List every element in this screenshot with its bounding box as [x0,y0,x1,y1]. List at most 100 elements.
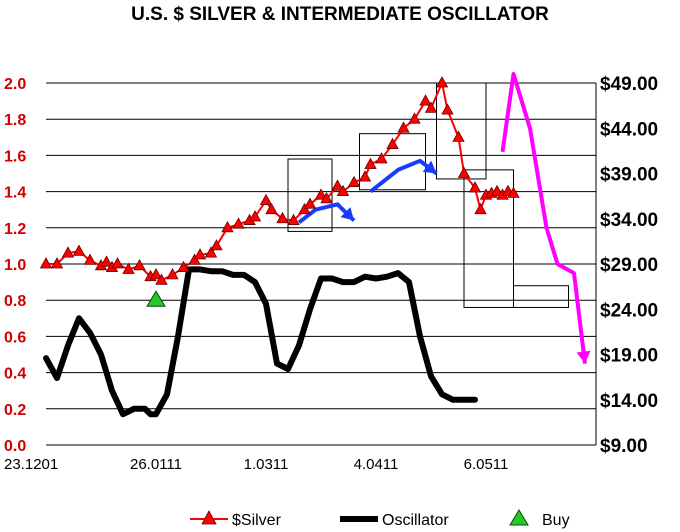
annotation-box [513,285,569,308]
chart-title: U.S. $ SILVER & INTERMEDIATE OSCILLATOR [131,4,549,25]
silver-point [386,137,399,149]
silver-point [232,217,245,229]
right-tick-label: $29.00 [600,255,658,276]
legend-label: Oscillator [382,512,449,529]
silver-point [221,220,234,233]
legend-item-silver: $Silver [190,510,282,529]
silver-point [248,210,262,222]
legend-marker [201,510,217,525]
buy-point [146,290,166,307]
right-tick-label: $24.00 [600,300,658,321]
right-axis-ticks: $9.00 $14.00 $19.00 $24.00 $29.00 $34.00 $39.0… [600,74,658,457]
annotation-box [359,133,426,191]
silver-point [358,170,372,182]
left-tick-label: 0.6 [4,329,26,346]
silver-point [507,186,520,198]
silver-point [177,260,190,273]
x-tick-label: 1.0311 [244,456,289,473]
left-tick-label: 0.2 [4,402,26,419]
oscillator-line [43,266,478,418]
silver-point [188,253,201,265]
right-tick-label: $34.00 [600,210,658,231]
silver-point [61,246,75,258]
x-tick-label: 6.0511 [464,456,509,473]
right-tick-label: $19.00 [600,346,658,367]
right-tick-label: $39.00 [600,165,658,186]
silver-point [122,262,135,274]
left-tick-label: 1.8 [4,112,26,129]
silver-point [408,112,421,124]
blue-trend-line-arrowhead [340,207,354,221]
blue-trend-line [369,158,438,194]
trend-lines [297,72,591,364]
blue-trend-line-arrowhead [422,160,437,174]
silver-point [347,175,361,187]
magenta-trend-line [500,72,587,364]
silver-point [419,94,432,106]
silver-point [364,157,377,169]
silver-point [468,181,482,193]
silver-point [276,211,289,224]
silver-point [424,101,438,113]
left-axis-ticks: 0.0 0.2 0.4 0.6 0.8 1.0 1.2 1.4 1.6 1.8 2.0 [4,76,26,455]
x-axis-ticks: 23.1201 26.0111 1.0311 4.0411 6.0511 [4,456,508,473]
annotation-box [463,169,514,308]
silver-point [39,257,53,269]
left-tick-label: 0.0 [4,438,26,455]
annotation-box [436,82,487,180]
silver-point [149,268,163,280]
silver-point [298,202,311,215]
silver-point [490,184,504,197]
x-tick-label: 23.1201 [4,456,58,473]
silver-point [100,255,113,267]
silver-point [375,152,388,164]
legend-marker [509,509,529,526]
silver-point [210,239,223,251]
left-tick-label: 2.0 [4,76,26,93]
silver-point [314,188,328,200]
silver-point [287,213,300,225]
silver-point [166,268,179,280]
left-tick-label: 0.8 [4,293,26,310]
silver-point [397,121,410,133]
right-tick-label: $49.00 [600,74,658,95]
left-tick-label: 1.4 [4,185,26,202]
silver-point [331,179,344,191]
legend-item-oscillator: Oscillator [340,512,449,529]
annotation-boxes [287,82,569,308]
right-tick-label: $44.00 [600,119,658,140]
silver-point [336,184,350,197]
legend-item-buy: Buy [509,509,570,529]
x-tick-label: 26.0111 [130,456,182,473]
silver-point [441,103,454,115]
silver-point [303,197,317,209]
left-tick-label: 1.0 [4,257,26,274]
left-tick-label: 0.4 [4,366,26,383]
silver-point [452,130,465,142]
left-tick-label: 1.2 [4,221,26,238]
silver-point [204,246,218,258]
silver-point [72,244,86,256]
silver-point [193,248,207,260]
silver-point [457,166,471,178]
silver-point [133,258,146,271]
silver-point [474,202,487,215]
series-layer [39,76,520,418]
legend-label: Buy [542,512,570,529]
legend: $Silver Oscillator Buy [190,509,570,529]
silver-point [259,193,273,206]
silver-point [83,253,97,265]
silver-point [265,202,278,215]
silver-point [435,76,449,88]
silver-point [320,192,333,204]
left-tick-label: 1.6 [4,148,26,165]
legend-label: $Silver [232,512,282,529]
silver-point [50,257,64,269]
x-tick-label: 4.0411 [354,456,399,473]
right-tick-label: $14.00 [600,391,658,412]
annotation-box [287,158,333,232]
right-tick-label: $9.00 [600,436,648,457]
silver-point [111,257,124,269]
magenta-trend-line-arrowhead [576,350,591,364]
